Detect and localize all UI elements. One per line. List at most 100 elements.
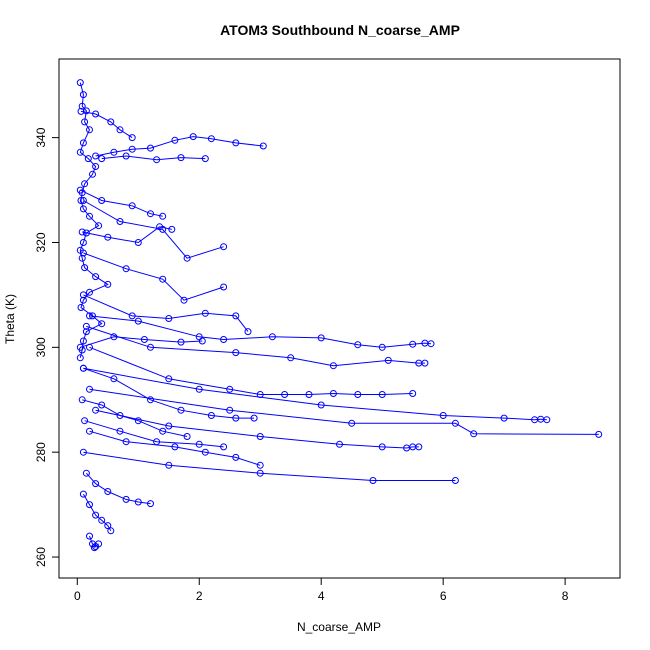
- data-point: [86, 288, 93, 296]
- data-point: [415, 443, 423, 451]
- data-point: [104, 233, 112, 241]
- data-point: [79, 490, 87, 498]
- data-point: [86, 427, 93, 435]
- data-point: [89, 170, 96, 178]
- data-point: [147, 144, 154, 152]
- data-point: [128, 312, 136, 320]
- data-point: [92, 152, 100, 160]
- data-point: [116, 427, 124, 435]
- data-point: [79, 139, 87, 147]
- data-point: [110, 148, 118, 156]
- data-point: [76, 354, 84, 362]
- data-series: [92, 406, 423, 452]
- data-point: [256, 461, 264, 469]
- data-point: [409, 390, 417, 397]
- data-point: [147, 396, 154, 404]
- data-point: [79, 296, 87, 304]
- plot-area: [76, 79, 603, 552]
- data-point: [79, 91, 87, 99]
- data-point: [232, 349, 240, 357]
- y-tick-label: 260: [34, 547, 48, 567]
- data-point: [92, 511, 100, 519]
- data-point: [369, 477, 377, 484]
- data-series: [76, 333, 206, 351]
- data-point: [195, 385, 203, 393]
- data-point: [183, 433, 191, 440]
- data-point: [317, 334, 325, 342]
- data-point: [165, 315, 173, 322]
- data-point: [81, 180, 89, 188]
- data-point: [78, 396, 86, 404]
- series-line: [82, 493, 112, 532]
- data-point: [82, 469, 90, 477]
- series-line: [89, 346, 413, 395]
- data-point: [79, 205, 87, 213]
- data-point: [107, 527, 115, 535]
- data-point: [220, 283, 228, 291]
- data-point: [378, 391, 386, 398]
- data-point: [189, 133, 197, 141]
- data-point: [140, 336, 148, 343]
- series-line: [80, 336, 203, 348]
- data-point: [427, 340, 435, 348]
- data-point: [134, 498, 142, 506]
- y-tick-label: 300: [34, 337, 48, 357]
- data-point: [76, 343, 84, 351]
- data-series: [86, 312, 435, 351]
- x-tick-label: 0: [74, 589, 81, 603]
- data-series: [86, 385, 603, 438]
- data-series: [98, 152, 209, 164]
- data-point: [384, 356, 392, 364]
- data-point: [207, 135, 215, 143]
- data-point: [95, 540, 103, 548]
- x-axis-label: N_coarse_AMP: [297, 620, 381, 634]
- data-point: [147, 500, 154, 508]
- data-point: [244, 328, 252, 336]
- series-line: [80, 110, 133, 139]
- x-tick-label: 8: [562, 589, 569, 603]
- data-point: [451, 477, 459, 484]
- data-point: [256, 433, 264, 440]
- data-point: [595, 430, 603, 438]
- data-point: [207, 412, 215, 419]
- data-point: [84, 155, 92, 163]
- plot-frame: [58, 58, 621, 579]
- data-series: [82, 322, 429, 370]
- data-point: [232, 139, 240, 147]
- data-series: [79, 197, 228, 262]
- data-point: [156, 223, 164, 231]
- data-point: [439, 412, 447, 419]
- data-point: [329, 362, 337, 370]
- data-point: [76, 79, 84, 87]
- data-point: [77, 107, 85, 115]
- data-point: [95, 222, 103, 230]
- data-point: [183, 254, 191, 262]
- data-point: [92, 273, 100, 281]
- data-point: [82, 322, 90, 330]
- data-series: [78, 223, 176, 246]
- data-point: [128, 145, 136, 153]
- data-point: [98, 320, 106, 328]
- series-line: [83, 367, 255, 419]
- data-point: [79, 291, 87, 299]
- data-point: [226, 385, 234, 393]
- data-point: [76, 186, 84, 194]
- data-series: [92, 133, 267, 160]
- data-point: [177, 338, 185, 346]
- series-line: [101, 155, 206, 161]
- data-point: [104, 522, 112, 530]
- data-series: [79, 364, 258, 422]
- data-point: [378, 343, 386, 351]
- data-point: [281, 391, 289, 398]
- data-point: [159, 427, 167, 435]
- data-series: [79, 291, 252, 336]
- y-tick-label: 320: [34, 232, 48, 252]
- data-point: [77, 304, 85, 311]
- data-point: [201, 448, 209, 456]
- data-point: [177, 406, 185, 414]
- data-series: [78, 396, 191, 440]
- data-point: [104, 280, 112, 288]
- data-point: [90, 544, 98, 552]
- data-point: [116, 218, 124, 225]
